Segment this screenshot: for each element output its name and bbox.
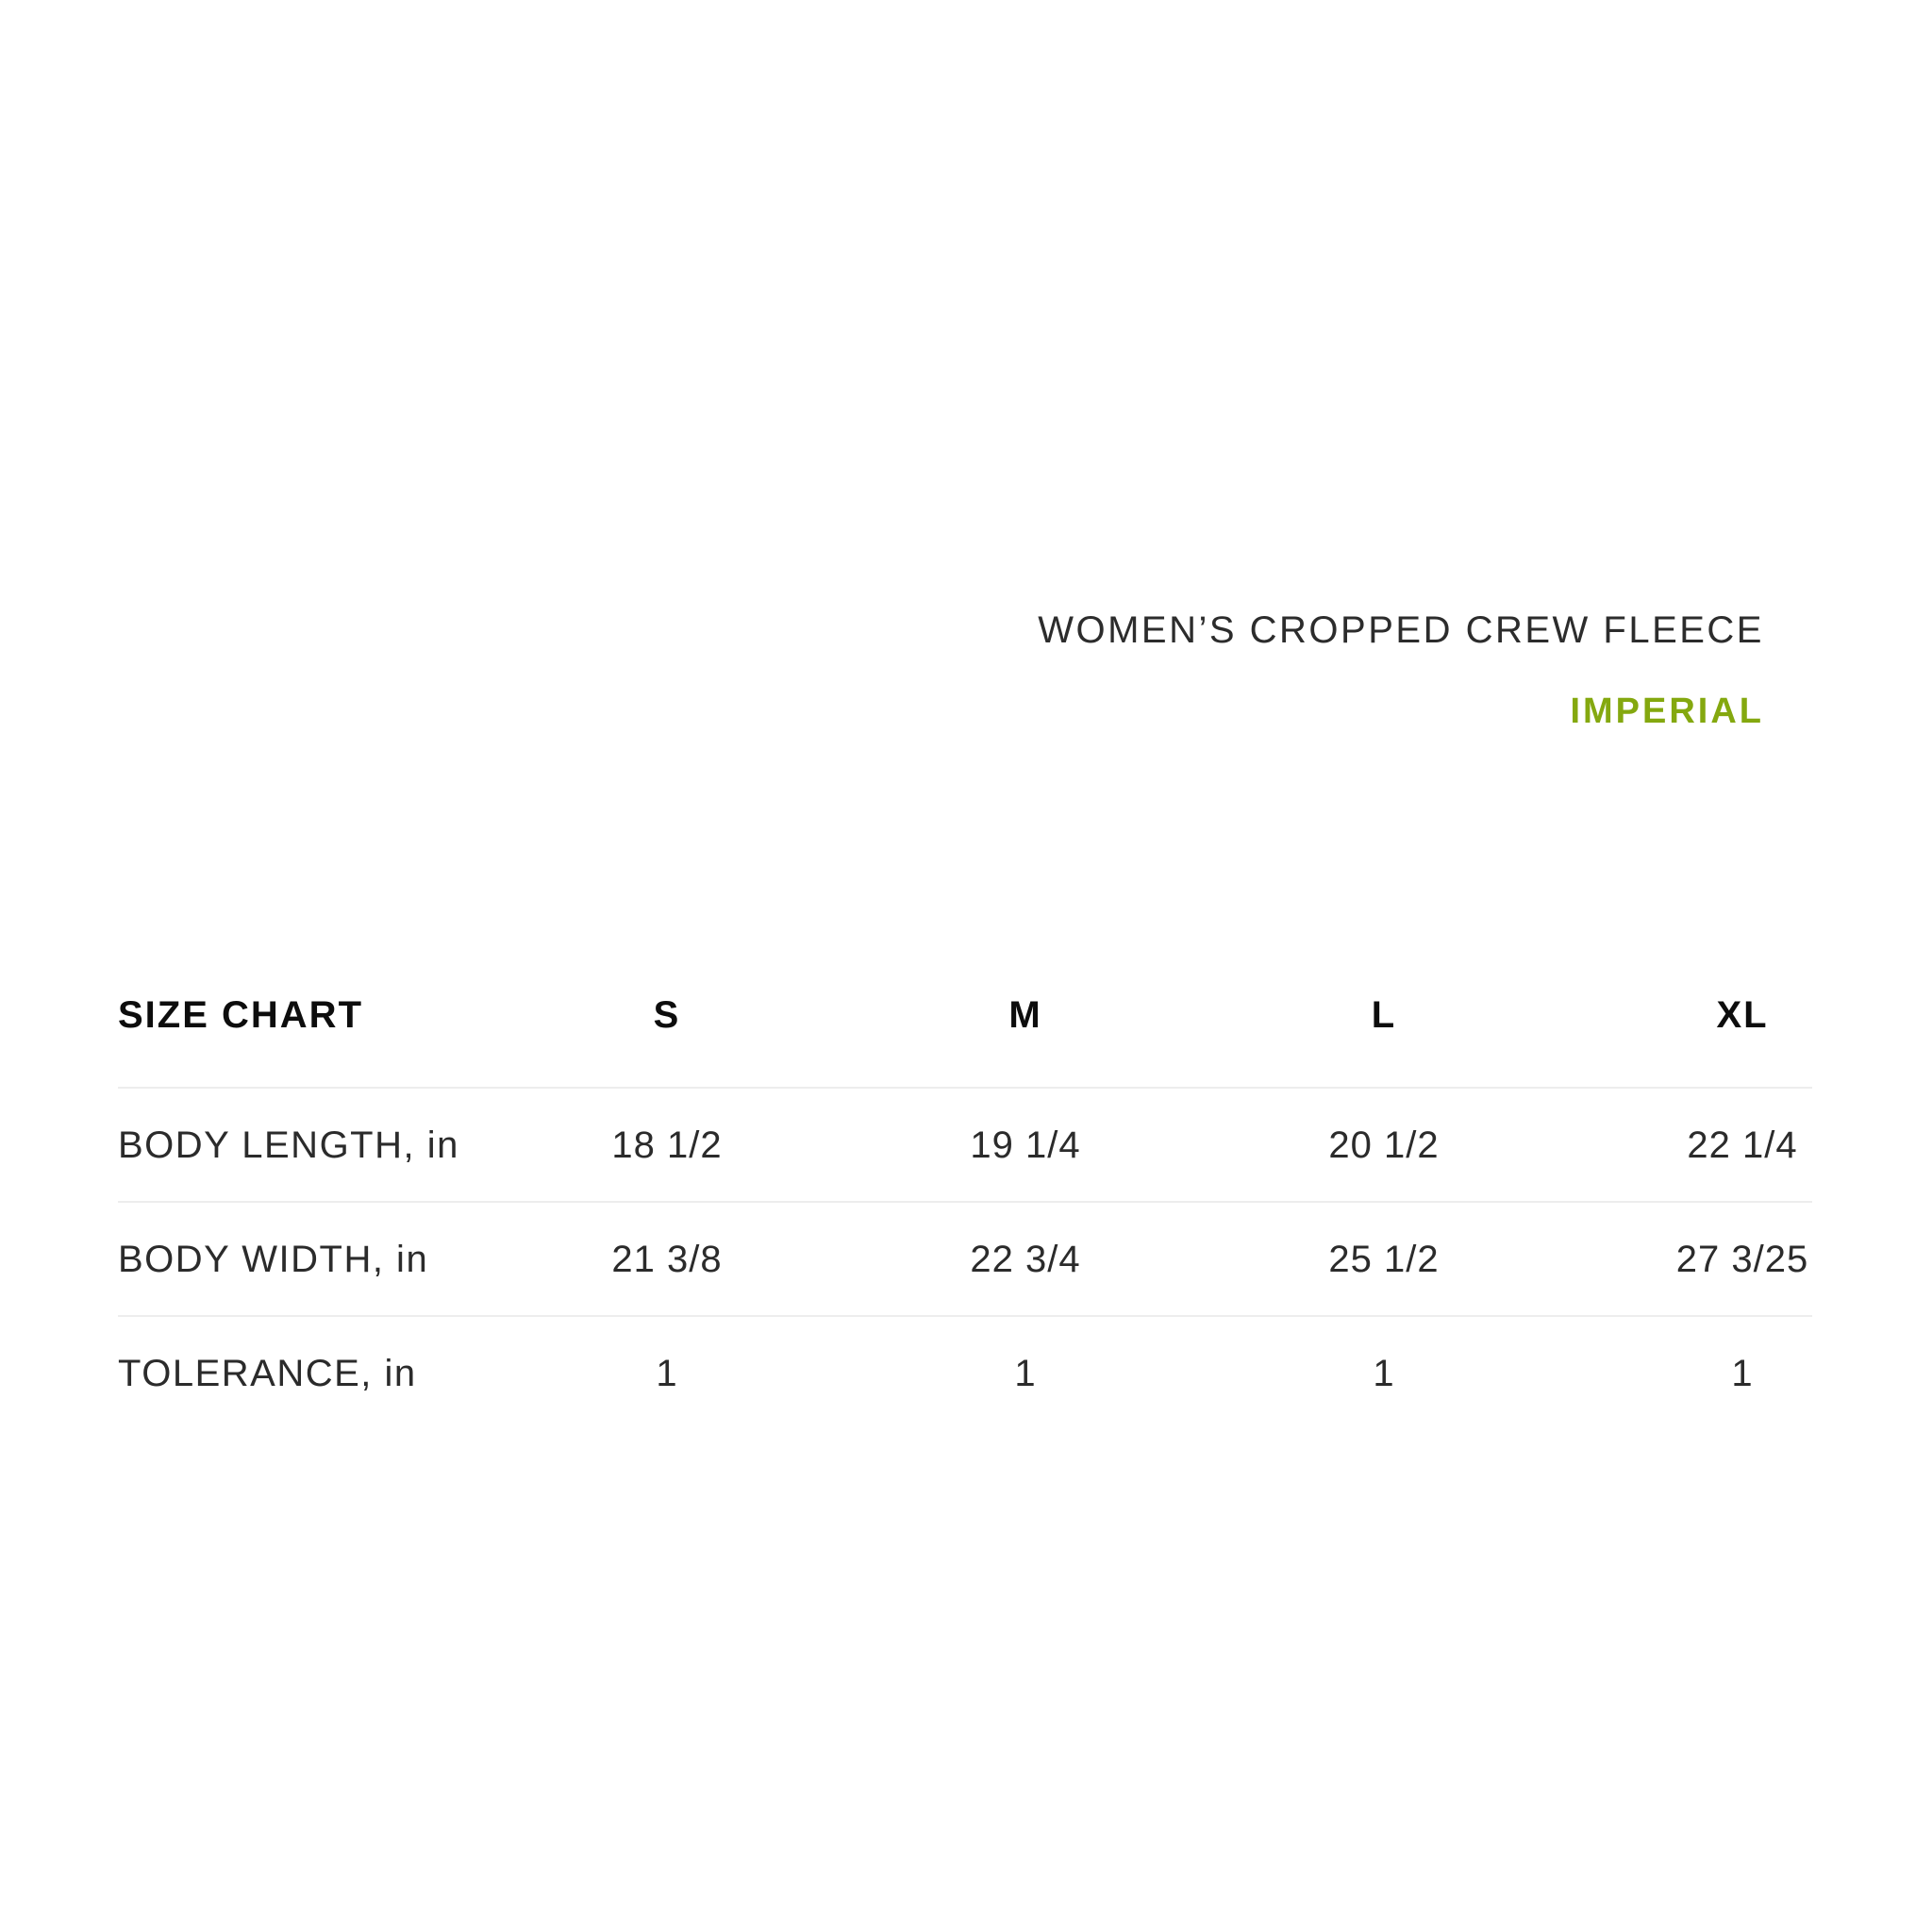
table-row-body-width: BODY WIDTH, in 21 3/8 22 3/4 25 1/2 27 3… <box>118 1203 1922 1317</box>
column-header-s: S <box>653 994 681 1036</box>
column-header-xl: XL <box>1716 994 1769 1036</box>
table-row-tolerance: TOLERANCE, in 1 1 1 1 <box>118 1317 1922 1431</box>
unit-toggle-imperial[interactable]: IMPERIAL <box>1570 691 1764 731</box>
body-width-value-m: 22 3/4 <box>970 1239 1081 1280</box>
row-label-body-width: BODY WIDTH, in <box>118 1239 429 1280</box>
body-width-value-s: 21 3/8 <box>611 1239 723 1280</box>
size-chart-title: SIZE CHART <box>118 994 363 1036</box>
tolerance-value-m: 1 <box>1014 1353 1037 1394</box>
body-length-value-l: 20 1/2 <box>1328 1124 1440 1166</box>
column-header-m: M <box>1008 994 1042 1036</box>
size-chart-header-row: SIZE CHART S M L XL <box>118 981 1922 1089</box>
table-row-body-length: BODY LENGTH, in 18 1/2 19 1/4 20 1/2 22 … <box>118 1089 1922 1203</box>
product-title: WOMEN’S CROPPED CREW FLEECE <box>1038 609 1764 651</box>
body-width-value-l: 25 1/2 <box>1328 1239 1440 1280</box>
body-length-value-xl: 22 1/4 <box>1687 1124 1798 1166</box>
body-length-value-s: 18 1/2 <box>611 1124 723 1166</box>
tolerance-value-l: 1 <box>1373 1353 1395 1394</box>
body-width-value-xl: 27 3/25 <box>1675 1239 1809 1280</box>
row-label-tolerance: TOLERANCE, in <box>118 1353 417 1394</box>
column-header-l: L <box>1371 994 1397 1036</box>
body-length-value-m: 19 1/4 <box>970 1124 1081 1166</box>
tolerance-value-xl: 1 <box>1731 1353 1754 1394</box>
row-label-body-length: BODY LENGTH, in <box>118 1124 459 1166</box>
tolerance-value-s: 1 <box>656 1353 678 1394</box>
size-chart-table: SIZE CHART S M L XL BODY LENGTH, in 18 1… <box>118 981 1922 1431</box>
